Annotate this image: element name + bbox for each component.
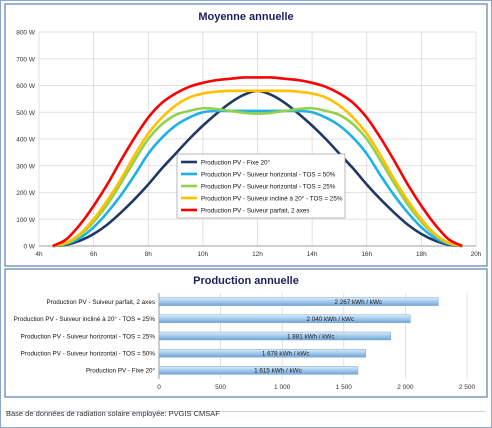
y-tick-label: 600 W: [16, 83, 36, 90]
category-label: Production PV - Suiveur horizontal - TOS…: [21, 351, 156, 358]
x-tick-label: 18h: [416, 251, 427, 258]
x-tick-label: 2 000: [397, 384, 414, 391]
bar: [158, 314, 411, 324]
y-tick-label: 500 W: [16, 110, 36, 117]
series-line: [52, 76, 463, 248]
category-label: Production PV - Suiveur parfait, 2 axes: [46, 299, 155, 306]
x-tick-label: 6h: [90, 251, 98, 258]
x-tick-label: 500: [215, 384, 226, 391]
series-line: [52, 89, 463, 248]
legend-label: Production PV - Suiveur parfait, 2 axes: [201, 207, 310, 214]
y-tick-label: 700 W: [16, 56, 36, 63]
category-label: Production PV - Suiveur horizontal - TOS…: [21, 333, 156, 340]
x-tick-label: 1 000: [274, 384, 291, 391]
category-label: Production PV - Fixe 20°: [86, 367, 155, 375]
x-tick-label: 8h: [145, 251, 153, 258]
x-tick-label: 0: [157, 384, 161, 391]
x-tick-label: 4h: [35, 251, 43, 258]
category-label: Production PV - Suiveur incliné à 20° - …: [14, 315, 156, 323]
data-source-footer: Base de données de radiation solaire emp…: [6, 409, 220, 418]
y-tick-label: 800 W: [16, 30, 36, 37]
x-tick-label: 20h: [471, 251, 482, 258]
x-tick-label: 14h: [307, 251, 318, 258]
y-tick-label: 200 W: [16, 190, 36, 197]
bar: [158, 366, 359, 375]
line-chart-legend: [176, 153, 346, 219]
bar: [158, 297, 439, 306]
bar-data-label: 2 040 kWh / kWc: [307, 316, 355, 323]
y-tick-label: 400 W: [16, 137, 36, 144]
series-line: [52, 106, 463, 248]
y-tick-label: 0 W: [23, 244, 35, 251]
bar-data-label: 1 615 kWh / kWc: [254, 368, 302, 375]
legend-label: Production PV - Suiveur horizontal - TOS…: [201, 183, 336, 190]
x-tick-label: 16h: [361, 251, 372, 258]
x-tick-label: 2 500: [459, 384, 476, 391]
bar-chart-annual-production: Production annuelle 0 500 1 000 1 500 2 000 2…: [4, 268, 488, 398]
bar-chart-title: Production annuelle: [193, 275, 299, 287]
bar-data-label: 1 881 kWh / kWc: [287, 333, 335, 340]
sheet-divider: [5, 411, 485, 412]
y-tick-label: 300 W: [16, 163, 36, 170]
series-line: [52, 109, 463, 248]
line-chart-daily-profile: Moyenne annuelle 0 W 100 W 200 W 300 W 400 W…: [4, 3, 488, 267]
legend-label: Production PV - Suiveur incliné à 20° - …: [201, 194, 343, 202]
bar-data-label: 2 267 kWh / kWc: [334, 299, 382, 306]
bar: [158, 348, 366, 358]
legend-label: Production PV - Suiveur horizontal - TOS…: [201, 171, 336, 178]
bar: [158, 331, 391, 341]
legend-label: Production PV - Fixe 20°: [201, 158, 270, 166]
x-tick-label: 1 500: [336, 384, 353, 391]
x-tick-label: 12h: [252, 251, 263, 258]
line-chart-title: Moyenne annuelle: [198, 11, 293, 23]
x-tick-label: 10h: [197, 251, 208, 258]
bar-data-label: 1 678 kWh / kWc: [262, 351, 310, 358]
y-tick-label: 100 W: [16, 217, 36, 224]
